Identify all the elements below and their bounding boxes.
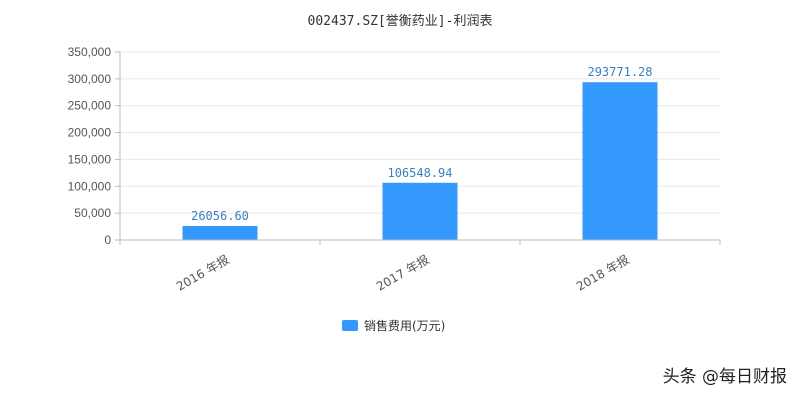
x-tick-label: 2017 年报 (373, 252, 431, 294)
y-tick-label: 300,000 (68, 72, 112, 86)
x-tick-label: 2016 年报 (173, 252, 231, 294)
legend-label[interactable]: 销售费用(万元) (364, 318, 445, 333)
x-axis: 2016 年报 2017 年报 2018 年报 (119, 239, 721, 294)
y-tick-label: 250,000 (68, 99, 112, 113)
data-label: 26056.60 (191, 209, 249, 223)
grid-lines (120, 51, 720, 214)
y-tick-label: 100,000 (68, 179, 112, 193)
watermark: 头条 @每日财报 (663, 367, 787, 387)
y-tick-label: 350,000 (68, 45, 112, 59)
data-label: 293771.28 (587, 65, 652, 79)
y-tick-label: 0 (104, 233, 111, 247)
bar[interactable] (382, 182, 458, 240)
legend[interactable]: 销售费用(万元) (342, 318, 445, 333)
x-tick-label: 2018 年报 (573, 252, 631, 294)
data-label: 106548.94 (387, 166, 452, 180)
chart-title: 002437.SZ[誉衡药业]-利润表 (308, 14, 493, 29)
y-tick-label: 150,000 (68, 152, 112, 166)
data-labels: 26056.60 106548.94 293771.28 (191, 65, 652, 223)
bar[interactable] (582, 82, 658, 241)
legend-swatch[interactable] (342, 320, 358, 331)
y-tick-label: 50,000 (74, 206, 111, 220)
y-tick-label: 200,000 (68, 126, 112, 140)
y-axis: 0 50,000 100,000 150,000 200,000 250,000 300,0… (68, 45, 121, 247)
bars (182, 82, 658, 241)
bar[interactable] (182, 226, 258, 240)
